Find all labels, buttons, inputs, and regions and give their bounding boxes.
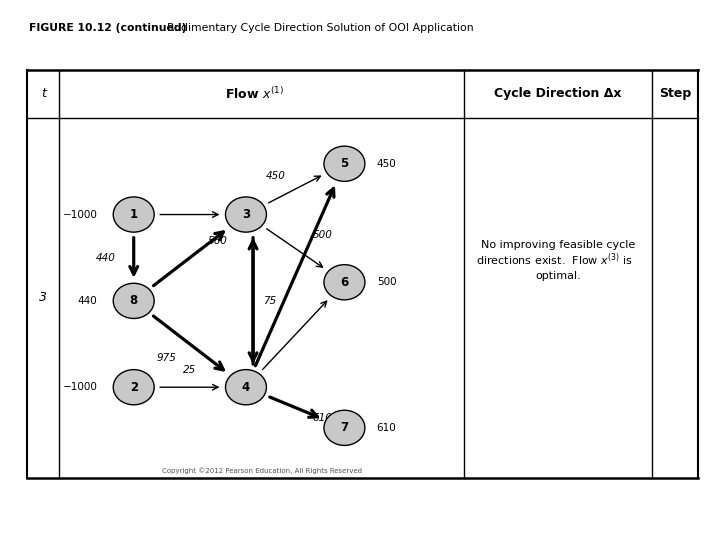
Text: Copyright © 2017, 1998 by Pearson Education, Inc.: Copyright © 2017, 1998 by Pearson Educat…	[331, 504, 547, 512]
Text: 1: 1	[130, 208, 138, 221]
Circle shape	[324, 265, 365, 300]
Text: No improving feasible cycle: No improving feasible cycle	[481, 240, 635, 250]
Text: FIGURE 10.12 (continued): FIGURE 10.12 (continued)	[29, 23, 186, 33]
Text: 8: 8	[130, 294, 138, 307]
Text: Optimization in Operations Research, 2e: Optimization in Operations Research, 2e	[126, 504, 296, 512]
Text: 3: 3	[242, 208, 250, 221]
Text: 25: 25	[183, 365, 197, 375]
Text: ALWAYS LEARNING: ALWAYS LEARNING	[14, 508, 117, 517]
Text: Rudimentary Cycle Direction Solution of OOI Application: Rudimentary Cycle Direction Solution of …	[167, 23, 474, 33]
Text: Cycle Direction Δx: Cycle Direction Δx	[494, 87, 622, 100]
Text: 7: 7	[341, 421, 348, 434]
Circle shape	[225, 197, 266, 232]
Text: 610: 610	[312, 413, 333, 423]
Text: 500: 500	[377, 277, 396, 287]
Text: 975: 975	[156, 353, 176, 362]
Circle shape	[113, 284, 154, 319]
Text: 440: 440	[96, 253, 116, 262]
Circle shape	[113, 197, 154, 232]
Text: 5: 5	[341, 157, 348, 170]
Text: 560: 560	[207, 236, 228, 246]
Text: 450: 450	[266, 171, 285, 180]
Text: t: t	[41, 87, 45, 100]
Text: 440: 440	[78, 296, 97, 306]
Circle shape	[324, 410, 365, 445]
Text: −1000: −1000	[63, 382, 97, 392]
Text: PEARSON: PEARSON	[601, 510, 688, 525]
Text: 2: 2	[130, 381, 138, 394]
Text: 3: 3	[39, 291, 48, 305]
Text: directions exist.  Flow $x^{(3)}$ is: directions exist. Flow $x^{(3)}$ is	[476, 252, 633, 268]
Text: 4: 4	[242, 381, 250, 394]
Text: optimal.: optimal.	[535, 271, 581, 281]
Text: 450: 450	[377, 159, 397, 168]
Circle shape	[324, 146, 365, 181]
Text: Flow $x^{(1)}$: Flow $x^{(1)}$	[225, 86, 284, 102]
Text: All Rights Reserved: All Rights Reserved	[398, 522, 480, 531]
Text: 500: 500	[312, 230, 333, 240]
Text: Ronald L. Rardin: Ronald L. Rardin	[126, 522, 195, 531]
Text: 75: 75	[263, 296, 276, 306]
Text: 610: 610	[377, 423, 397, 433]
Text: Step: Step	[659, 87, 691, 100]
Text: −1000: −1000	[63, 210, 97, 220]
Circle shape	[113, 369, 154, 405]
Circle shape	[225, 369, 266, 405]
Text: Copyright ©2012 Pearson Education, All Rights Reserved: Copyright ©2012 Pearson Education, All R…	[162, 467, 361, 474]
Text: 6: 6	[341, 276, 348, 289]
